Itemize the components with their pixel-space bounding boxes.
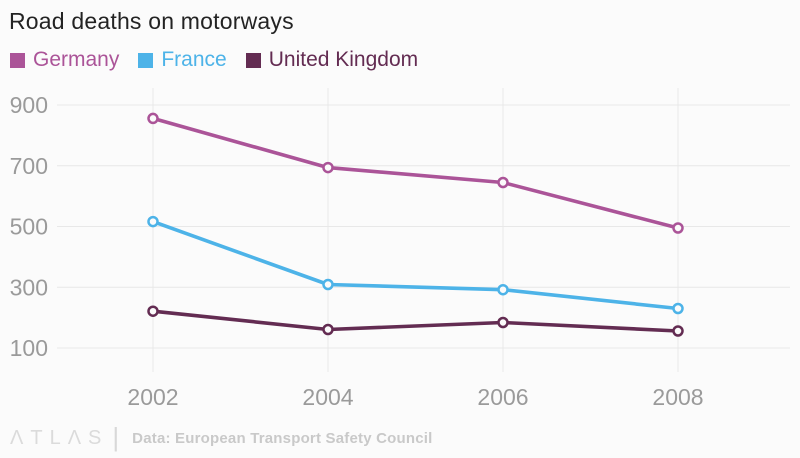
- footer-divider: |: [112, 421, 120, 452]
- data-point-united-kingdom-2002: [147, 305, 159, 317]
- series-line-germany: [151, 116, 680, 230]
- y-tick-label: 900: [10, 92, 48, 118]
- footer: ΛTLΛS | Data: European Transport Safety …: [10, 421, 433, 452]
- legend: Germany France United Kingdom: [10, 48, 418, 72]
- series-line-united-kingdom: [151, 309, 680, 333]
- x-tick-label: 2002: [127, 384, 178, 410]
- legend-label-germany: Germany: [33, 48, 120, 71]
- data-point-germany-2006: [497, 176, 509, 189]
- x-tick-label: 2008: [652, 384, 703, 410]
- legend-item-france: France: [138, 48, 227, 72]
- data-point-germany-2004: [322, 161, 334, 174]
- legend-item-united-kingdom: United Kingdom: [245, 48, 419, 72]
- legend-label-france: France: [161, 48, 227, 71]
- atlas-logo: ΛTLΛS: [10, 426, 109, 449]
- legend-swatch-united-kingdom: [245, 52, 261, 68]
- legend-label-united-kingdom: United Kingdom: [268, 48, 419, 71]
- data-point-germany-2002: [147, 112, 159, 125]
- x-tick-label: 2006: [477, 384, 528, 410]
- data-point-united-kingdom-2006: [497, 316, 509, 329]
- data-source: Data: European Transport Safety Council: [132, 429, 433, 447]
- x-tick-label: 2004: [302, 384, 353, 410]
- y-tick-label: 700: [10, 153, 48, 179]
- legend-swatch-france: [138, 52, 154, 68]
- data-point-france-2008: [672, 302, 684, 315]
- data-point-united-kingdom-2004: [322, 323, 334, 336]
- legend-swatch-germany: [10, 52, 25, 68]
- series-line-france: [151, 219, 680, 311]
- data-point-united-kingdom-2008: [672, 325, 684, 337]
- y-tick-label: 100: [10, 335, 48, 361]
- y-tick-label: 300: [10, 274, 48, 300]
- data-point-france-2004: [322, 278, 334, 291]
- y-tick-label: 500: [10, 214, 48, 240]
- data-point-germany-2008: [672, 222, 684, 234]
- chart-title: Road deaths on motorways: [9, 8, 294, 34]
- legend-item-germany: Germany: [10, 48, 119, 72]
- data-point-france-2006: [497, 283, 509, 296]
- data-point-france-2002: [147, 215, 159, 228]
